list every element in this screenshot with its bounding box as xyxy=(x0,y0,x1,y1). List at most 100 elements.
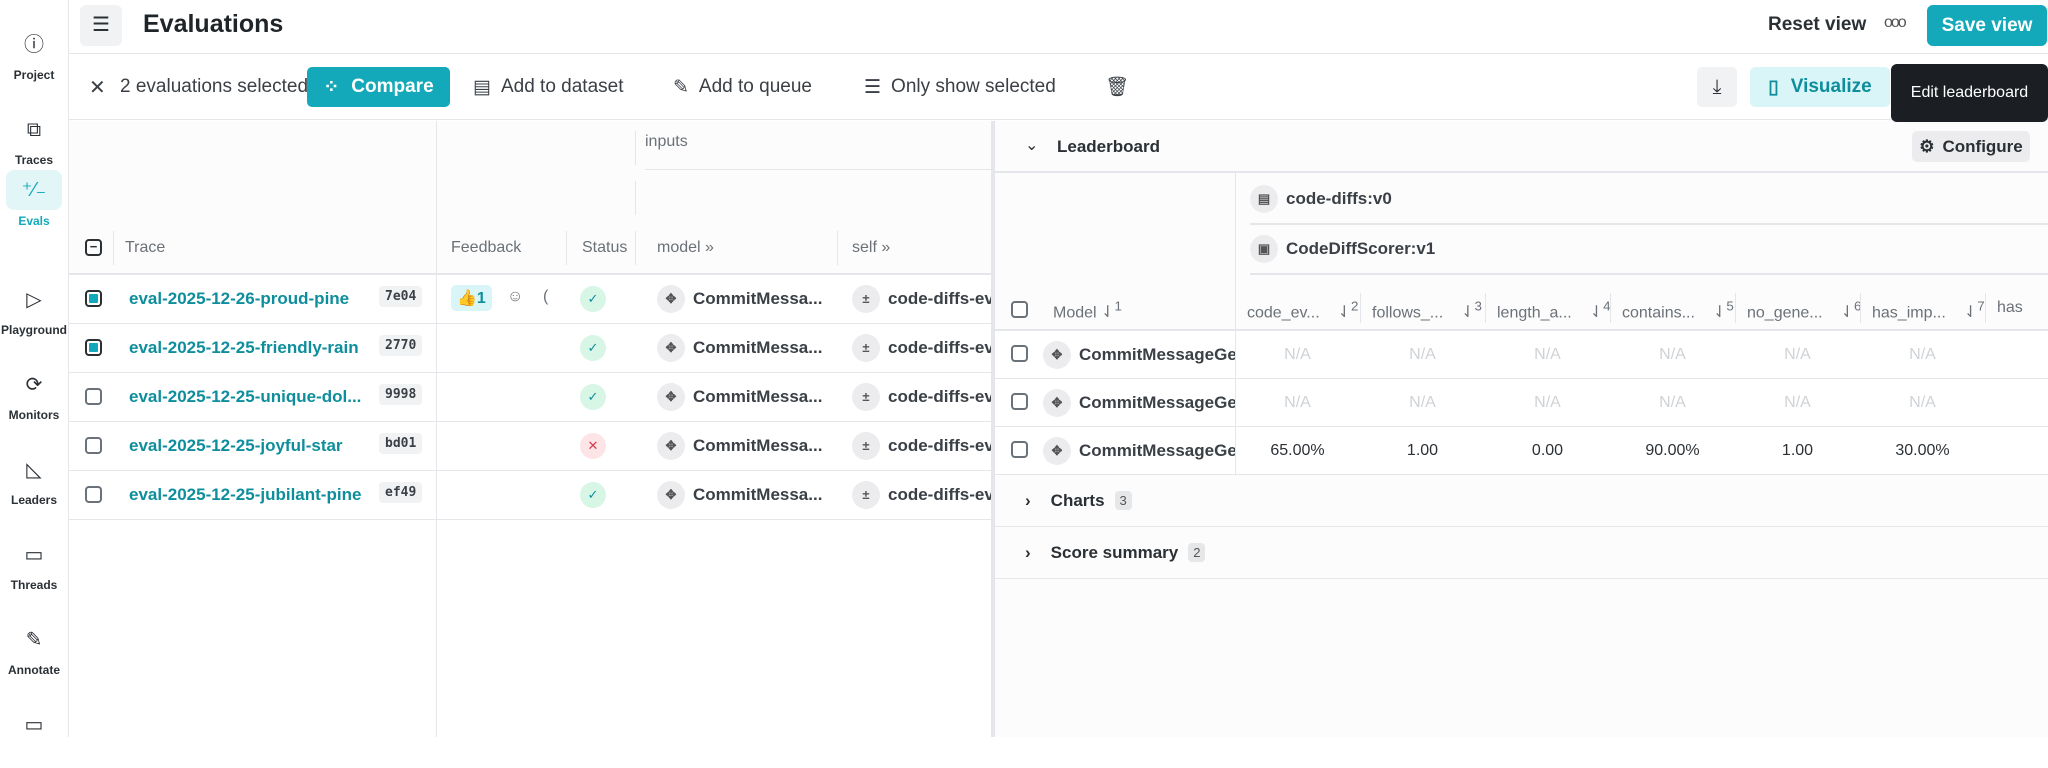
row-checkbox[interactable] xyxy=(85,388,102,405)
table-header: inputs − Trace Feedback Status model » s… xyxy=(69,121,991,275)
column-model[interactable]: model » xyxy=(657,239,714,257)
trace-link[interactable]: eval-2025-12-25-friendly-rain xyxy=(129,338,359,357)
model-chip[interactable]: ✥ CommitMessa... xyxy=(657,432,827,460)
evaluations-table: inputs − Trace Feedback Status model » s… xyxy=(69,121,991,737)
column-status[interactable]: Status xyxy=(582,239,628,256)
menu-button[interactable]: ☰ xyxy=(80,5,122,46)
compare-button[interactable]: ⁘ Compare xyxy=(307,67,450,107)
sidebar-item-leaders[interactable]: ◺ Leaders xyxy=(4,443,64,513)
sidebar-item-evals[interactable]: ⁺⁄₋ Evals xyxy=(4,170,64,240)
expand-icon[interactable]: » xyxy=(705,239,714,256)
self-chip[interactable]: ± code-diffs-eva xyxy=(852,383,991,411)
only-show-selected-button[interactable]: ☰ Only show selected xyxy=(864,54,1056,120)
column-trace[interactable]: Trace xyxy=(125,239,166,256)
trace-link[interactable]: eval-2025-12-26-proud-pine xyxy=(129,289,350,308)
row-checkbox[interactable] xyxy=(1011,393,1028,410)
metric-column[interactable]: no_gene... ⇃6 xyxy=(1747,299,1861,322)
self-chip[interactable]: ± code-diffs-eva xyxy=(852,481,991,509)
select-all-checkbox[interactable]: − xyxy=(85,239,102,256)
leaderboard-row[interactable]: ✥ CommitMessageGe 65.00% 1.00 0.00 90.00% 1.00… xyxy=(995,427,2048,475)
model-chip[interactable]: ✥ CommitMessa... xyxy=(657,383,827,411)
table-row[interactable]: eval-2025-12-25-friendly-rain 2770 ✓ ✥ Commi… xyxy=(69,324,991,373)
model-chip[interactable]: ✥ CommitMessageGe xyxy=(1043,437,1235,465)
clear-selection-button[interactable]: ✕ xyxy=(89,54,106,120)
sidebar-item-threads[interactable]: ▭ Threads xyxy=(4,528,64,598)
metric-column[interactable]: contains... ⇃5 xyxy=(1622,299,1734,322)
trace-link[interactable]: eval-2025-12-25-jubilant-pine xyxy=(129,485,362,504)
bar-chart-icon: ▯ xyxy=(1768,76,1779,98)
scorer-chip[interactable]: ▣ CodeDiffScorer:v1 xyxy=(1250,235,1435,263)
self-name: code-diffs-eva xyxy=(888,485,991,504)
table-row[interactable]: eval-2025-12-25-jubilant-pine ef49 ✓ ✥ Commi… xyxy=(69,471,991,520)
self-name: code-diffs-eva xyxy=(888,436,991,455)
panel-resize-handle[interactable] xyxy=(991,121,995,737)
metric-column[interactable]: has xyxy=(1997,299,2023,317)
column-self-label: self xyxy=(852,239,877,256)
traces-icon: ⧉ xyxy=(26,119,42,141)
leaderboard-header[interactable]: ⌄ Leaderboard ⚙ Configure xyxy=(995,121,2048,173)
leaderboard-row[interactable]: ✥ CommitMessageGe N/A N/A N/A N/A N/A N/A xyxy=(995,331,2048,379)
reset-view-button[interactable]: Reset view xyxy=(1768,14,1867,35)
model-chip[interactable]: ✥ CommitMessageGe xyxy=(1043,389,1235,417)
metric-column[interactable]: follows_... ⇃3 xyxy=(1372,299,1482,322)
sidebar-item-traces[interactable]: ⧉ Traces xyxy=(4,103,64,173)
self-chip[interactable]: ± code-diffs-eva xyxy=(852,285,991,313)
section-charts[interactable]: › Charts 3 xyxy=(995,475,2048,527)
leaderboard-title: Leaderboard xyxy=(1057,137,1160,156)
column-model[interactable]: Model ⇃1 xyxy=(1053,299,1122,322)
configure-button[interactable]: ⚙ Configure xyxy=(1912,131,2030,162)
model-name: CommitMessa... xyxy=(693,436,823,455)
thumbs-up-reaction[interactable]: 👍1 xyxy=(451,285,492,311)
table-row[interactable]: eval-2025-12-25-joyful-star bd01 ✕ ✥ CommitM… xyxy=(69,422,991,471)
sidebar-item-files[interactable]: ▭ xyxy=(4,698,64,768)
download-button[interactable]: ⤓ xyxy=(1697,67,1737,107)
row-checkbox[interactable] xyxy=(85,486,102,503)
save-view-button[interactable]: Save view xyxy=(1927,5,2047,46)
section-score-summary[interactable]: › Score summary 2 xyxy=(995,527,2048,579)
delete-button[interactable]: 🗑 xyxy=(1105,54,1129,120)
table-row[interactable]: eval-2025-12-26-proud-pine 7e04 👍1 ☺ (✓ ✥ Comm… xyxy=(69,275,991,324)
leaderboard-row[interactable]: ✥ CommitMessageGe N/A N/A N/A N/A N/A N/A xyxy=(995,379,2048,427)
chevron-down-icon[interactable]: ⌄ xyxy=(1025,137,1039,154)
sidebar-item-annotate[interactable]: ✎ Annotate xyxy=(4,613,64,683)
more-options-icon[interactable]: ooo xyxy=(1884,14,1907,31)
self-chip[interactable]: ± code-diffs-eva xyxy=(852,334,991,362)
model-chip[interactable]: ✥ CommitMessa... xyxy=(657,481,827,509)
row-checkbox[interactable] xyxy=(1011,345,1028,362)
success-status-icon: ✓ xyxy=(580,286,606,312)
visualize-button[interactable]: ▯ Visualize xyxy=(1750,67,1890,107)
select-all-models-checkbox[interactable] xyxy=(1011,301,1028,318)
add-note-icon[interactable]: ( xyxy=(543,288,549,305)
trace-link[interactable]: eval-2025-12-25-joyful-star xyxy=(129,436,343,455)
add-reaction-icon[interactable]: ☺ xyxy=(507,288,524,305)
model-chip[interactable]: ✥ CommitMessa... xyxy=(657,334,827,362)
trace-link[interactable]: eval-2025-12-25-unique-dol... xyxy=(129,387,362,406)
row-checkbox[interactable] xyxy=(85,437,102,454)
metric-value: N/A xyxy=(1659,394,1686,411)
row-checkbox[interactable] xyxy=(1011,441,1028,458)
metric-value: 30.00% xyxy=(1895,442,1950,459)
metric-column[interactable]: code_ev... ⇃2 xyxy=(1247,299,1358,322)
metric-column[interactable]: length_a... ⇃4 xyxy=(1497,299,1611,322)
model-chip[interactable]: ✥ CommitMessa... xyxy=(657,285,827,313)
model-col-label: Model xyxy=(1053,304,1097,322)
sidebar-item-monitors[interactable]: ⟳ Monitors xyxy=(4,358,64,428)
sort-rank: 6 xyxy=(1854,299,1862,314)
add-to-queue-button[interactable]: ✎ Add to queue xyxy=(673,54,812,120)
row-checkbox[interactable] xyxy=(85,339,102,356)
column-feedback[interactable]: Feedback xyxy=(451,239,522,256)
model-chip[interactable]: ✥ CommitMessageGe xyxy=(1043,341,1235,369)
close-icon: ✕ xyxy=(89,76,106,99)
column-self[interactable]: self » xyxy=(852,239,890,257)
sidebar-item-playground[interactable]: ▷ Playground xyxy=(1,273,67,343)
section-label: Score summary xyxy=(1050,542,1179,562)
add-to-dataset-button[interactable]: ▤ Add to dataset xyxy=(473,54,624,120)
table-row[interactable]: eval-2025-12-25-unique-dol... 9998 ✓ ✥ Commi… xyxy=(69,373,991,422)
sidebar-item-project[interactable]: ⓘ Project xyxy=(4,18,64,88)
dataset-chip[interactable]: ▤ code-diffs:v0 xyxy=(1250,185,1392,213)
sort-rank: 2 xyxy=(1351,299,1359,314)
self-chip[interactable]: ± code-diffs-eva xyxy=(852,432,991,460)
metric-column[interactable]: has_imp... ⇃7 xyxy=(1872,299,1985,322)
row-checkbox[interactable] xyxy=(85,290,102,307)
expand-icon[interactable]: » xyxy=(881,239,891,256)
